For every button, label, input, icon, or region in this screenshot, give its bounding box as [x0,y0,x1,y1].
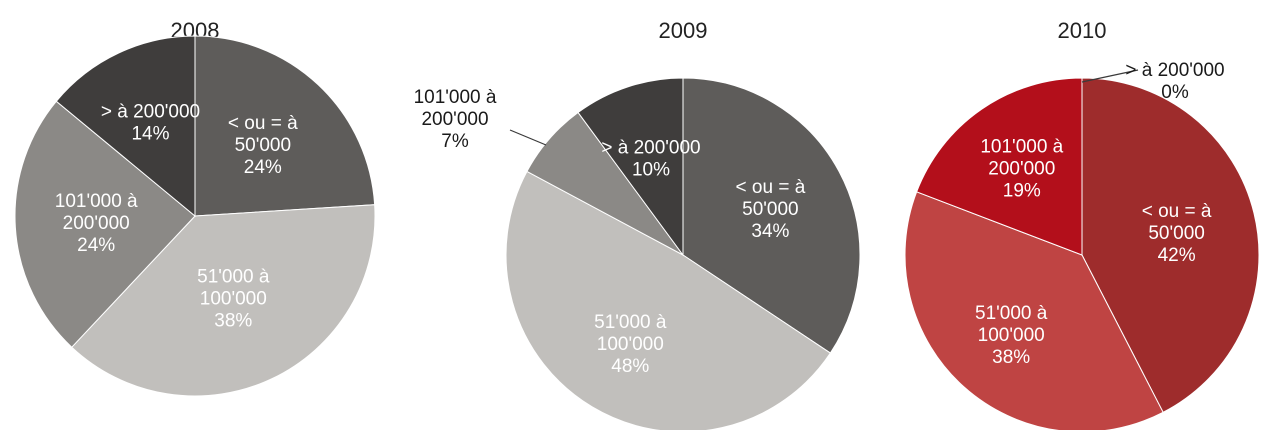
pie-slice [916,77,1083,256]
slice-label: 51'000 à 100'000 38% [197,266,270,331]
slice-label-line: 50'000 [742,199,798,220]
slice-label-line: 24% [244,157,282,178]
slice-label-line: 14% [131,124,169,145]
slice-label: 51'000 à 100'000 48% [594,312,667,377]
slice-label-line: 7% [441,131,469,152]
slice-label-line: 38% [214,310,252,331]
pie-slice [55,35,196,218]
slice-label-line: 50'000 [1148,223,1204,244]
slice-label-line: 48% [611,356,649,377]
pie-chart-2008: 2008< ou = à 50'000 24%51'000 à 100'000 38%1… [14,18,376,397]
slice-label-line: 100'000 [200,288,267,309]
pie-slice [71,204,376,397]
slice-label-line: 34% [751,221,789,242]
slice-label-line: 51'000 à [594,312,667,333]
slice-label-line: > à 200'000 [101,102,200,123]
slice-label-line: 38% [992,347,1030,368]
leader-line [1081,69,1139,83]
leader-line [509,129,547,146]
slice-label-line: 200'000 [63,213,130,234]
slice-label-line: 101'000 à [980,137,1063,158]
slice-label: 101'000 à 200'000 24% [55,191,138,256]
pie-slice [194,35,376,217]
slice-label-line: < ou = à [1142,201,1212,222]
slice-label: < ou = à 50'000 34% [736,177,806,242]
slice-label-line: 51'000 à [975,303,1048,324]
slice-label-line: < ou = à [228,113,298,134]
pie-slice [1081,77,1260,413]
slice-label: 101'000 à 200'000 7% [414,87,497,152]
slice-label: 51'000 à 100'000 38% [975,303,1048,368]
slice-label: 101'000 à 200'000 19% [980,137,1063,202]
slice-label-line: 200'000 [988,159,1055,180]
slice-label-line: 51'000 à [197,266,270,287]
pie-chart-2010: 2010< ou = à 50'000 42%51'000 à 100'000 38%1… [904,18,1260,430]
chart-title: 2010 [1058,18,1107,43]
slice-label-line: 101'000 à [55,191,138,212]
slice-label-line: < ou = à [736,177,806,198]
slice-label-line: 101'000 à [414,87,497,108]
slice-label-line: > à 200'000 [601,138,700,159]
slice-label: < ou = à 50'000 42% [1142,201,1212,266]
slice-label-line: 19% [1003,181,1041,202]
pie-slice [505,170,832,430]
slice-label-line: 100'000 [597,334,664,355]
slice-label-line: 10% [632,160,670,181]
slice-label-line: 100'000 [978,325,1045,346]
slice-label: > à 200'000 10% [601,138,700,181]
slice-label-line: 0% [1161,82,1189,103]
slice-label-line: 50'000 [235,135,291,156]
slice-label: > à 200'000 14% [101,102,200,145]
slice-label: < ou = à 50'000 24% [228,113,298,178]
slice-label-line: 200'000 [421,109,488,130]
pie-slice [14,100,196,348]
pie-slice [577,77,684,257]
slice-label: > à 200'000 0% [1125,60,1224,103]
slice-label-line: > à 200'000 [1125,60,1224,81]
slice-label-line: 24% [77,235,115,256]
slice-label-line: 42% [1158,245,1196,266]
chart-title: 2009 [659,18,708,43]
pie-chart-2009: 2009< ou = à 50'000 34%51'000 à 100'000 48%1… [414,18,861,430]
